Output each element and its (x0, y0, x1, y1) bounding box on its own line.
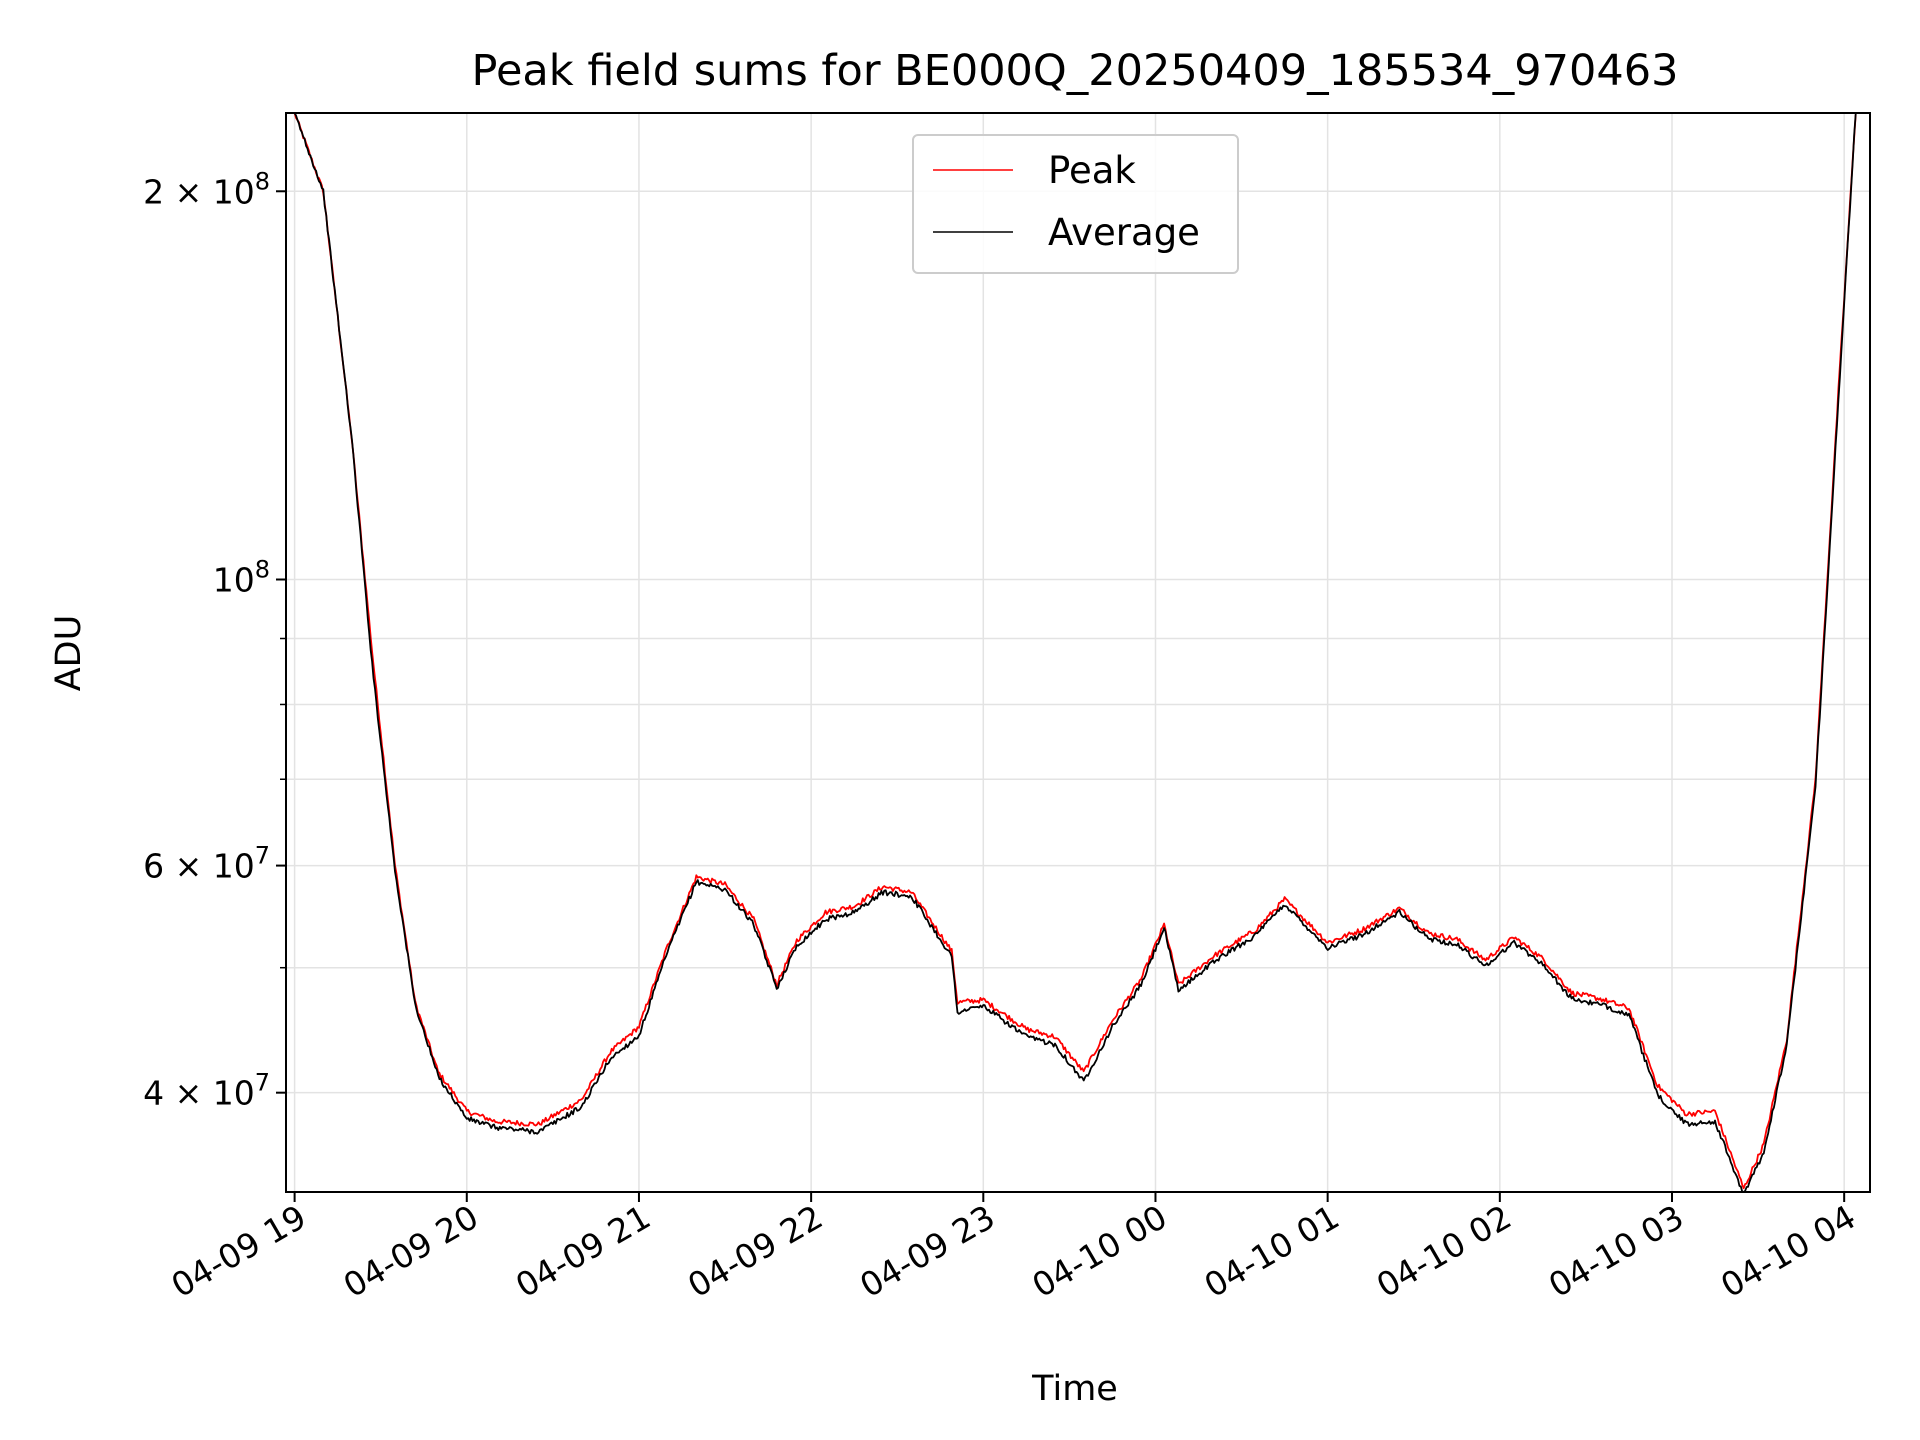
y-tick-label: 108 (213, 555, 270, 599)
legend-label-average: Average (1048, 211, 1200, 254)
y-tick-label: 6 × 107 (143, 842, 270, 886)
chart-title: Peak field sums for BE000Q_20250409_1855… (472, 46, 1679, 96)
series-line-peak (293, 112, 1857, 1190)
legend-label-peak: Peak (1048, 149, 1136, 192)
legend: Peak Average (912, 134, 1239, 274)
series-line-average (293, 112, 1857, 1193)
series-layer (293, 112, 1857, 1193)
y-tick-label: 4 × 107 (143, 1069, 270, 1113)
y-axis-title: ADU (49, 615, 89, 692)
plot-area-frame (285, 112, 1871, 1193)
y-tick-label: 2 × 108 (143, 167, 270, 211)
x-axis-title: Time (1031, 1369, 1118, 1409)
